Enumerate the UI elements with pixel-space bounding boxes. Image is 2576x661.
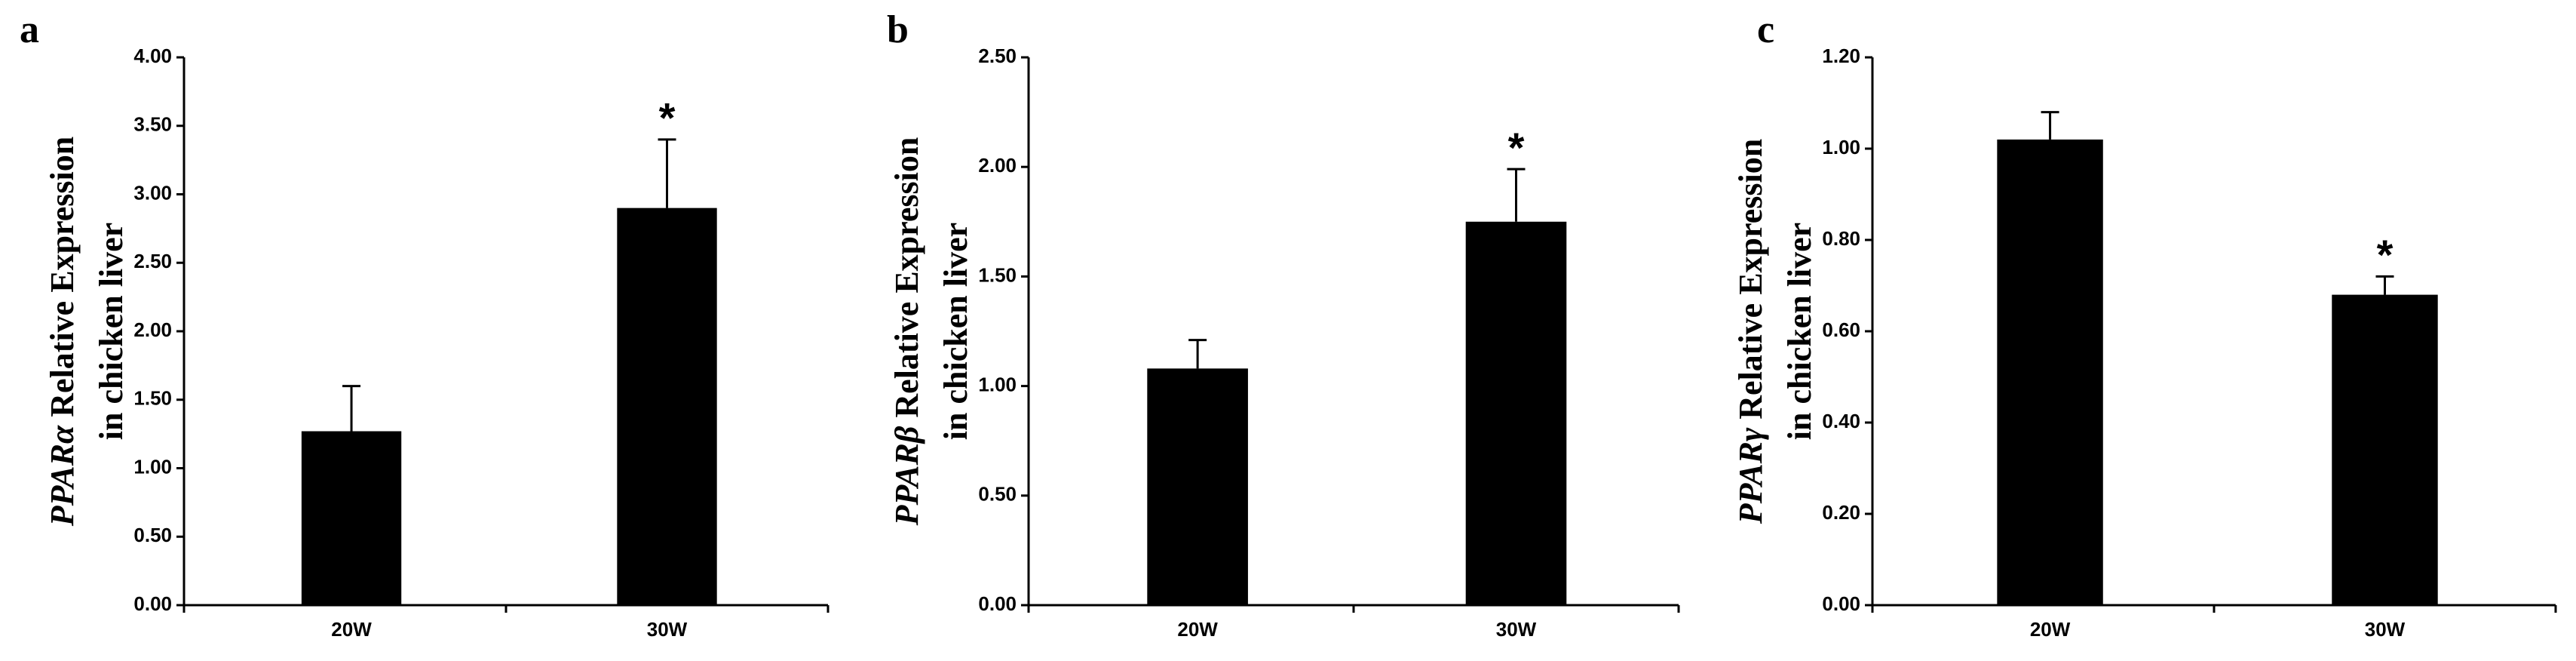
y-tick-label: 2.50 [978, 45, 1017, 67]
y-tick-label: 1.50 [978, 263, 1017, 286]
y-tick-label: 3.50 [133, 113, 172, 136]
y-axis-label: PPARβ Relative Expression [888, 137, 925, 527]
y-axis-label-line2: in chicken liver [1781, 223, 1818, 440]
x-tick-label: 20W [1177, 618, 1218, 641]
panel-letter: a [20, 8, 39, 51]
y-axis-label-line2: in chicken liver [937, 223, 974, 440]
significance-mark: * [2377, 231, 2394, 278]
y-axis-label: PPARγ Relative Expression [1732, 139, 1769, 524]
x-tick-label: 30W [1496, 618, 1537, 641]
bar [617, 208, 717, 605]
bar [1465, 221, 1567, 605]
y-tick-label: 0.20 [1822, 501, 1860, 524]
x-tick-label: 20W [2030, 618, 2071, 641]
y-tick-label: 1.50 [133, 387, 172, 410]
y-tick-label: 0.60 [1822, 318, 1860, 341]
y-axis-label-line2: in chicken liver [93, 223, 130, 440]
y-axis-label-gene: PPARβ [888, 426, 925, 526]
significance-mark: * [659, 94, 676, 142]
y-tick-label: 3.00 [133, 181, 172, 204]
panel-letter: b [887, 8, 909, 51]
y-tick-label: 2.50 [133, 250, 172, 272]
y-tick-label: 0.00 [978, 592, 1017, 615]
y-tick-label: 0.40 [1822, 410, 1860, 432]
y-tick-label: 1.00 [1822, 136, 1860, 158]
x-tick-label: 30W [647, 618, 688, 641]
y-axis-label-text: Relative Expression [1732, 139, 1769, 428]
bar [1997, 139, 2103, 605]
x-tick-label: 30W [2365, 618, 2406, 641]
y-tick-label: 0.80 [1822, 227, 1860, 250]
y-tick-label: 0.00 [133, 592, 172, 615]
bar [1147, 368, 1248, 605]
bar [301, 431, 402, 605]
y-tick-label: 2.00 [978, 154, 1017, 177]
y-tick-label: 2.00 [133, 318, 172, 341]
bar [2332, 294, 2438, 605]
y-axis-label: PPARα Relative Expression [44, 137, 81, 527]
y-tick-label: 1.20 [1822, 45, 1860, 67]
y-tick-label: 0.50 [133, 524, 172, 546]
y-axis-label-text: Relative Expression [888, 137, 925, 426]
y-axis-label-gene: PPARγ [1732, 427, 1769, 524]
y-tick-label: 4.00 [133, 45, 172, 67]
y-axis-label-gene: PPARα [44, 425, 81, 527]
panel-letter: c [1757, 8, 1774, 51]
y-tick-label: 1.00 [978, 373, 1017, 395]
y-tick-label: 1.00 [133, 455, 172, 478]
y-tick-label: 0.00 [1822, 592, 1860, 615]
y-tick-label: 0.50 [978, 483, 1017, 506]
significance-mark: * [1508, 124, 1525, 171]
y-axis-label-text: Relative Expression [44, 137, 81, 426]
x-tick-label: 20W [331, 618, 372, 641]
